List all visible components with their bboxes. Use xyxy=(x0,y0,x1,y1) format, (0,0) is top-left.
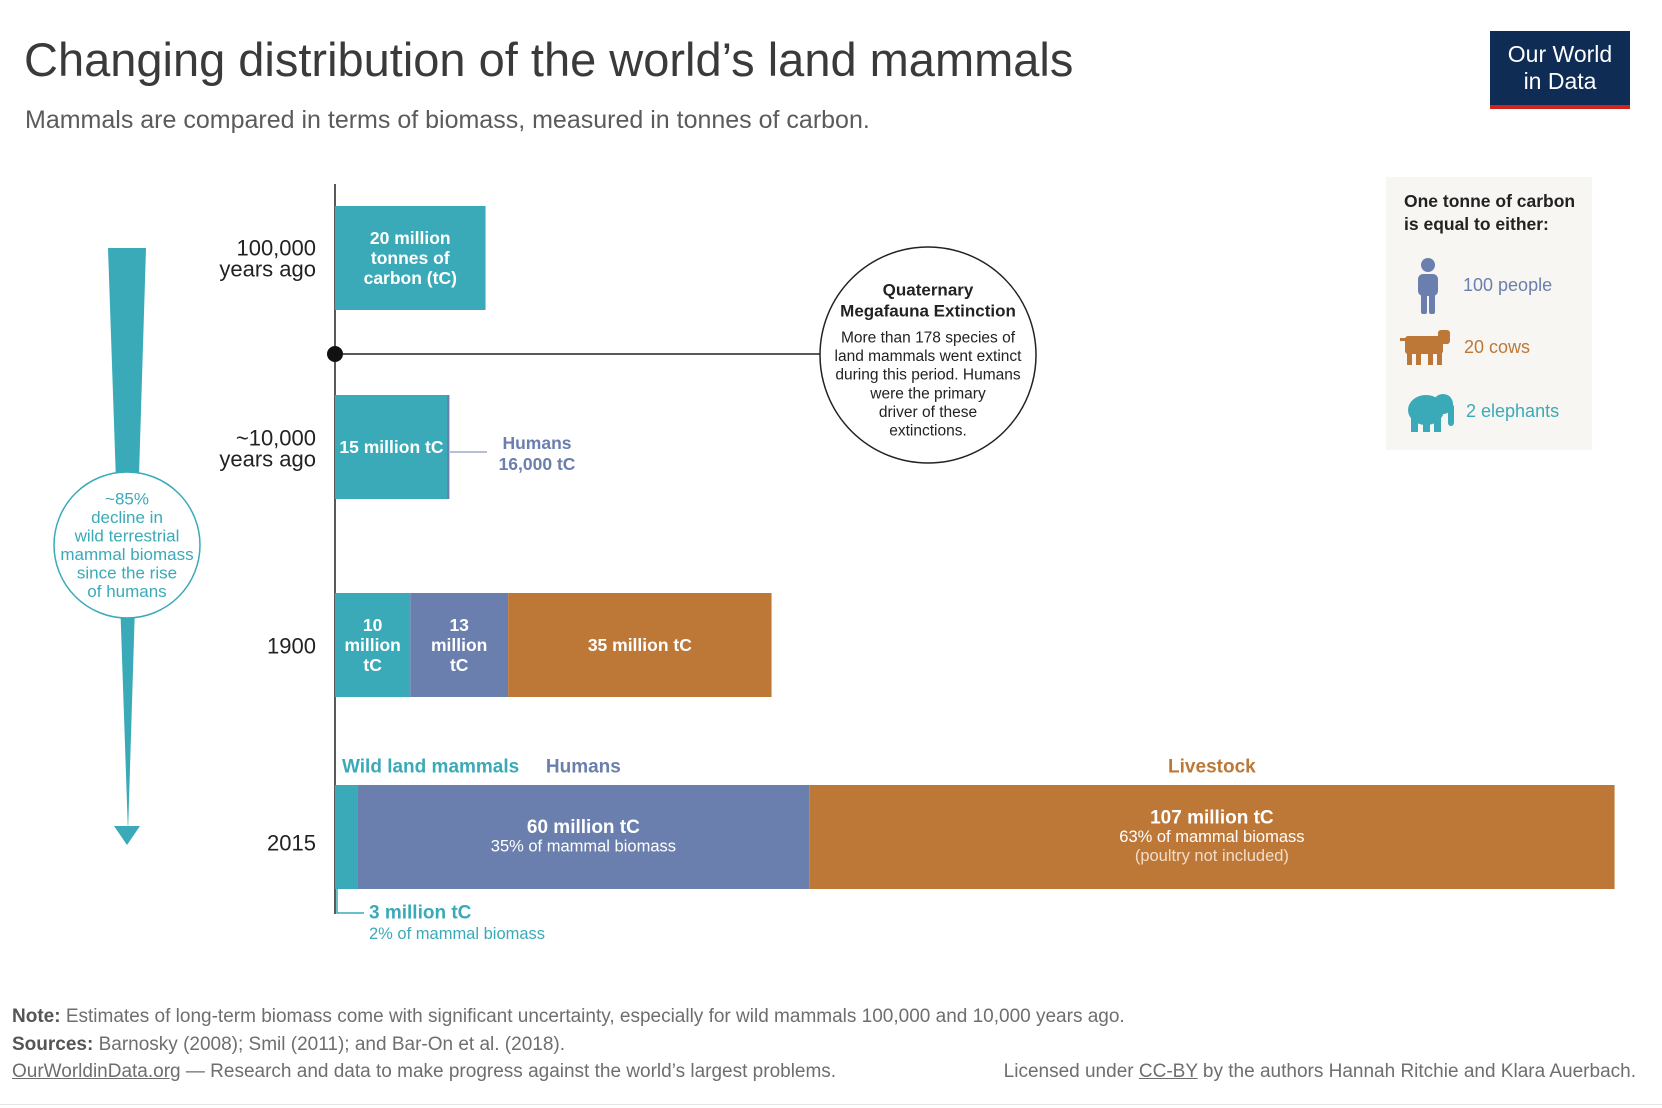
sources-line: Sources: Barnosky (2008); Smil (2011); a… xyxy=(12,1034,565,1056)
equivalence-label-cows: 20 cows xyxy=(1464,337,1530,357)
bar-wild-3 xyxy=(335,593,411,697)
tagline-text: — Research and data to make progress aga… xyxy=(180,1061,837,1082)
bar-livestock-3 xyxy=(508,593,772,697)
bar-livestock-4 xyxy=(809,785,1615,889)
decline-note-line-6: of humans xyxy=(87,582,166,601)
license-link[interactable]: CC-BY xyxy=(1138,1061,1198,1082)
bar-label-wild-1-1: 20 million xyxy=(370,228,451,248)
note-text: Estimates of long-term biomass come with… xyxy=(65,1006,1125,1027)
series-label-livestock: Livestock xyxy=(1168,757,1256,778)
humans-10k-value: 16,000 tC xyxy=(499,454,576,474)
person-leg-left xyxy=(1421,290,1427,314)
cow-body xyxy=(1405,336,1443,354)
wild-2015-label: 3 million tC xyxy=(369,903,472,924)
cow-tail xyxy=(1400,338,1406,341)
bottom-rule xyxy=(0,1104,1662,1105)
cow-icon xyxy=(1400,330,1450,365)
cow-leg-2 xyxy=(1416,352,1421,365)
elephant-trunk xyxy=(1448,404,1454,426)
equivalence-heading-2: is equal to either: xyxy=(1404,214,1549,234)
decline-note-line-5: since the rise xyxy=(77,563,177,582)
person-head xyxy=(1421,258,1435,272)
bar-label-humans-4-1: 60 million tC xyxy=(527,817,640,838)
decline-note-line-4: mammal biomass xyxy=(60,545,193,564)
site-link[interactable]: OurWorldinData.org xyxy=(12,1061,181,1082)
chart-subtitle: Mammals are compared in terms of biomass… xyxy=(25,106,870,134)
extinction-body-4: were the primary xyxy=(869,385,986,402)
extinction-dot xyxy=(327,346,343,362)
decline-note-line-1: ~85% xyxy=(105,489,149,508)
logo-line-2: in Data xyxy=(1523,68,1597,94)
sources-text: Barnosky (2008); Smil (2011); and Bar-On… xyxy=(98,1034,566,1055)
decline-arrowhead xyxy=(114,826,140,845)
extinction-body-6: extinctions. xyxy=(889,423,967,440)
license-pre: Licensed under xyxy=(1003,1061,1139,1082)
bar-wild-2 xyxy=(335,395,448,499)
extinction-title-1: Quaternary xyxy=(883,281,974,300)
category-label-4-1: 2015 xyxy=(267,831,316,856)
cow-leg-1 xyxy=(1407,352,1412,365)
bar-label-wild-1-3: carbon (tC) xyxy=(364,268,457,288)
extinction-body-2: land mammals went extinct xyxy=(835,348,1023,365)
bar-label-humans-4-2: 35% of mammal biomass xyxy=(491,838,676,856)
extinction-circle xyxy=(819,246,1037,464)
license-line: Licensed under CC-BY by the authors Hann… xyxy=(1004,1061,1636,1083)
note-line: Note: Estimates of long-term biomass com… xyxy=(12,1006,1125,1028)
bar-label-wild-1-2: tonnes of xyxy=(371,248,450,268)
logo-line-1: Our World xyxy=(1507,41,1613,67)
extinction-body-3: during this period. Humans xyxy=(835,367,1020,384)
extinction-title-2: Megafauna Extinction xyxy=(840,302,1016,321)
bar-humans-4 xyxy=(357,785,810,889)
bar-label-livestock-4-2: 63% of mammal biomass xyxy=(1119,828,1304,846)
bar-label-livestock-4-1: 107 million tC xyxy=(1150,808,1274,829)
extinction-body-1: More than 178 species of xyxy=(841,330,1016,347)
bar-label-humans-3-1: 13 xyxy=(449,615,469,635)
humans-10k-label: Humans xyxy=(502,433,571,453)
bar-wild-1 xyxy=(335,206,486,310)
bar-label-livestock-3-1: 35 million tC xyxy=(588,635,692,655)
cow-leg-3 xyxy=(1428,352,1433,365)
note-label: Note: xyxy=(12,1006,61,1027)
category-label-1-1: 100,000 xyxy=(236,236,316,261)
elephant-leg-2 xyxy=(1423,415,1430,432)
extinction-body-5: driver of these xyxy=(879,404,977,421)
equivalence-label-elephants: 2 elephants xyxy=(1466,401,1559,421)
category-label-1-2: years ago xyxy=(219,257,316,282)
bar-label-humans-3-2: million xyxy=(431,635,487,655)
elephant-icon xyxy=(1408,394,1454,432)
owid-logo[interactable]: Our World in Data xyxy=(1490,31,1630,109)
category-label-2-2: years ago xyxy=(219,447,316,472)
series-label-wild: Wild land mammals xyxy=(342,757,519,778)
person-leg-right xyxy=(1429,290,1435,314)
site-line: OurWorldinData.org — Research and data t… xyxy=(12,1061,836,1083)
category-label-3-1: 1900 xyxy=(267,634,316,659)
elephant-leg-1 xyxy=(1411,415,1418,432)
bar-label-wild-3-3: tC xyxy=(363,655,382,675)
bar-label-humans-3-3: tC xyxy=(450,655,469,675)
bar-label-wild-2-1: 15 million tC xyxy=(339,437,443,457)
equivalence-label-people: 100 people xyxy=(1463,275,1552,295)
bar-label-wild-3-2: million xyxy=(344,635,400,655)
bar-wild-4 xyxy=(335,785,358,889)
cow-leg-4 xyxy=(1437,352,1442,365)
series-label-humans: Humans xyxy=(546,757,621,778)
bar-humans-3 xyxy=(410,593,509,697)
bar-label-wild-3-1: 10 xyxy=(363,615,383,635)
decline-note-line-3: wild terrestrial xyxy=(74,526,180,545)
license-post: by the authors Hannah Ritchie and Klara … xyxy=(1197,1061,1636,1082)
wild-2015-leader xyxy=(336,889,364,914)
decline-circle xyxy=(53,471,201,619)
sources-label: Sources: xyxy=(12,1034,94,1055)
cow-head xyxy=(1438,330,1450,344)
equivalence-heading-1: One tonne of carbon xyxy=(1404,191,1575,211)
wild-2015-share: 2% of mammal biomass xyxy=(369,925,545,940)
chart-title: Changing distribution of the world’s lan… xyxy=(24,33,1074,86)
bar-label-livestock-4-3: (poultry not included) xyxy=(1135,847,1289,865)
decline-note-line-2: decline in xyxy=(91,508,163,527)
elephant-leg-3 xyxy=(1434,415,1441,432)
category-label-2-1: ~10,000 xyxy=(236,426,316,451)
person-icon xyxy=(1418,258,1438,314)
